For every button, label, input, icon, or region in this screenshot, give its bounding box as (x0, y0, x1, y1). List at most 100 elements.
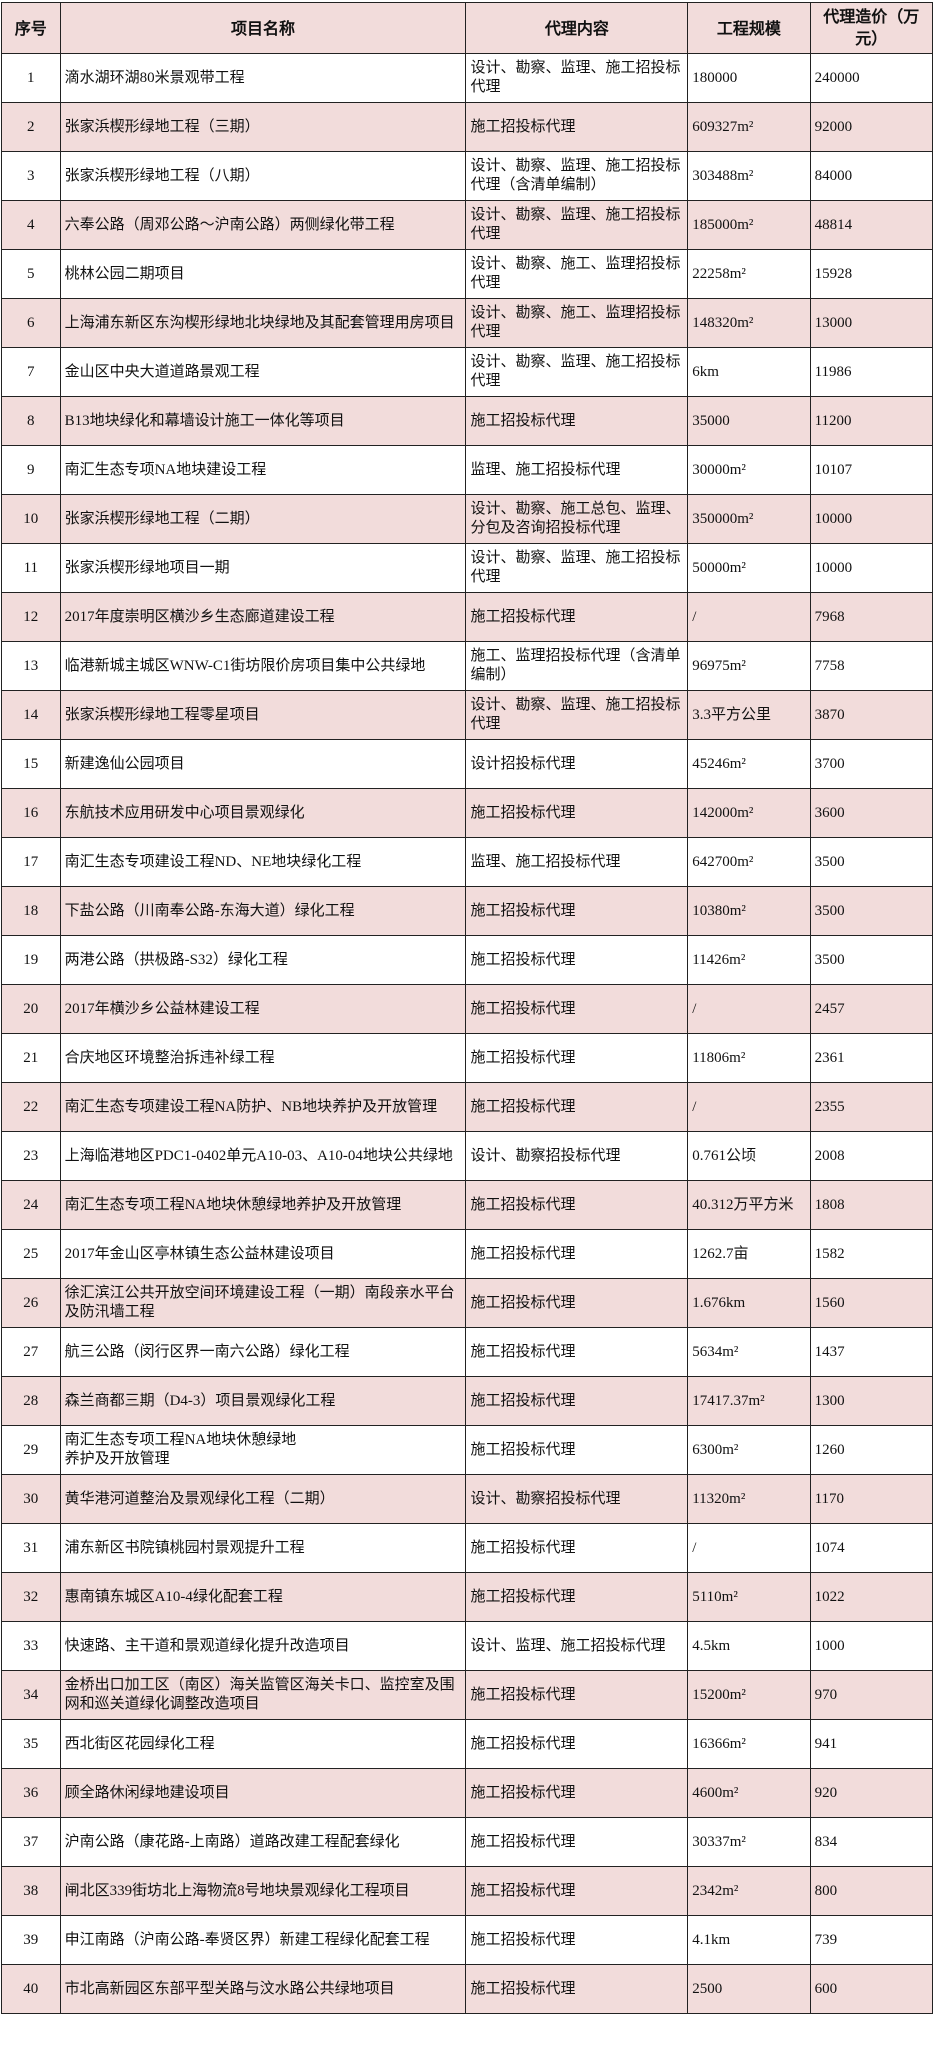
cell-seq: 10 (1, 494, 61, 544)
cell-seq: 5 (1, 249, 61, 299)
table-row: 8 B13地块绿化和幕墙设计施工一体化等项目 施工招投标代理 35000 11200 (1, 396, 934, 446)
cell-scope: 施工招投标代理 (465, 1964, 689, 2014)
cell-name: 南汇生态专项工程NA地块休憩绿地养护及开放管理 (59, 1180, 467, 1230)
cell-name: 张家浜楔形绿地工程（二期） (59, 494, 467, 544)
cell-name: 市北高新园区东部平型关路与汶水路公共绿地项目 (59, 1964, 467, 2014)
table-row: 3 张家浜楔形绿地工程（八期） 设计、勘察、监理、施工招投标代理（含清单编制） 303… (1, 151, 934, 201)
cell-name: B13地块绿化和幕墙设计施工一体化等项目 (59, 396, 467, 446)
cell-seq: 8 (1, 396, 61, 446)
cell-seq: 7 (1, 347, 61, 397)
cell-fee: 1022 (809, 1572, 934, 1622)
cell-fee: 7758 (809, 641, 934, 691)
cell-fee: 834 (809, 1817, 934, 1867)
table-body: 1 滴水湖环湖80米景观带工程 设计、勘察、监理、施工招投标代理 180000 2400… (1, 53, 934, 2014)
cell-seq: 28 (1, 1376, 61, 1426)
cell-scale: 10380m² (687, 886, 811, 936)
cell-fee: 1170 (809, 1474, 934, 1524)
cell-name: 顾全路休闲绿地建设项目 (59, 1768, 467, 1818)
table-row: 1 滴水湖环湖80米景观带工程 设计、勘察、监理、施工招投标代理 180000 2400… (1, 53, 934, 103)
cell-fee: 1000 (809, 1621, 934, 1671)
cell-name: 合庆地区环境整治拆违补绿工程 (59, 1033, 467, 1083)
cell-scale: 3.3平方公里 (687, 690, 811, 740)
table-row: 7 金山区中央大道道路景观工程 设计、勘察、监理、施工招投标代理 6km 11986 (1, 347, 934, 397)
cell-seq: 4 (1, 200, 61, 250)
cell-seq: 1 (1, 53, 61, 103)
header-scope: 代理内容 (465, 2, 689, 54)
cell-fee: 1260 (809, 1425, 934, 1475)
cell-seq: 12 (1, 592, 61, 642)
table-row: 17 南汇生态专项建设工程ND、NE地块绿化工程 监理、施工招投标代理 642700m… (1, 837, 934, 887)
cell-seq: 20 (1, 984, 61, 1034)
cell-scope: 设计、勘察、监理、施工招投标代理（含清单编制） (465, 151, 689, 201)
cell-fee: 15928 (809, 249, 934, 299)
cell-scope: 施工招投标代理 (465, 984, 689, 1034)
header-name: 项目名称 (59, 2, 467, 54)
cell-name: 西北街区花园绿化工程 (59, 1719, 467, 1769)
table-row: 11 张家浜楔形绿地项目一期 设计、勘察、监理、施工招投标代理 50000m² 1000… (1, 543, 934, 593)
cell-scope: 施工招投标代理 (465, 935, 689, 985)
cell-scope: 设计、勘察招投标代理 (465, 1474, 689, 1524)
table-row: 26 徐汇滨江公共开放空间环境建设工程（一期）南段亲水平台及防汛墙工程 施工招投标代… (1, 1278, 934, 1328)
cell-name: 上海浦东新区东沟楔形绿地北块绿地及其配套管理用房项目 (59, 298, 467, 348)
cell-name: 两港公路（拱极路-S32）绿化工程 (59, 935, 467, 985)
cell-fee: 3870 (809, 690, 934, 740)
cell-scale: / (687, 984, 811, 1034)
cell-scale: 30337m² (687, 1817, 811, 1867)
cell-seq: 3 (1, 151, 61, 201)
cell-scale: 30000m² (687, 445, 811, 495)
cell-scale: 16366m² (687, 1719, 811, 1769)
cell-seq: 35 (1, 1719, 61, 1769)
cell-name: 张家浜楔形绿地工程（八期） (59, 151, 467, 201)
cell-scale: 11320m² (687, 1474, 811, 1524)
cell-scale: 4.5km (687, 1621, 811, 1671)
cell-seq: 11 (1, 543, 61, 593)
table-header-row: 序号 项目名称 代理内容 工程规模 代理造价（万元） (1, 2, 934, 54)
table-row: 33 快速路、主干道和景观道绿化提升改造项目 设计、监理、施工招投标代理 4.5km 1… (1, 1621, 934, 1671)
cell-fee: 2355 (809, 1082, 934, 1132)
table-row: 27 航三公路（闵行区界一南六公路）绿化工程 施工招投标代理 5634m² 1437 (1, 1327, 934, 1377)
cell-scope: 施工招投标代理 (465, 1082, 689, 1132)
cell-fee: 3700 (809, 739, 934, 789)
cell-fee: 1560 (809, 1278, 934, 1328)
table-row: 16 东航技术应用研发中心项目景观绿化 施工招投标代理 142000m² 3600 (1, 788, 934, 838)
cell-scale: 4600m² (687, 1768, 811, 1818)
table-row: 39 申江南路（沪南公路-奉贤区界）新建工程绿化配套工程 施工招投标代理 4.1km 7… (1, 1915, 934, 1965)
cell-scope: 施工招投标代理 (465, 1866, 689, 1916)
cell-fee: 10000 (809, 543, 934, 593)
cell-name: 六奉公路（周邓公路～沪南公路）两侧绿化带工程 (59, 200, 467, 250)
table-row: 18 下盐公路（川南奉公路-东海大道）绿化工程 施工招投标代理 10380m² 3500 (1, 886, 934, 936)
cell-scope: 设计、勘察、施工总包、监理、分包及咨询招投标代理 (465, 494, 689, 544)
cell-fee: 11986 (809, 347, 934, 397)
cell-name: 航三公路（闵行区界一南六公路）绿化工程 (59, 1327, 467, 1377)
cell-name: 2017年度崇明区横沙乡生态廊道建设工程 (59, 592, 467, 642)
cell-seq: 32 (1, 1572, 61, 1622)
cell-scope: 施工招投标代理 (465, 1523, 689, 1573)
cell-scale: 15200m² (687, 1670, 811, 1720)
cell-scope: 设计、勘察、施工、监理招投标代理 (465, 249, 689, 299)
table-row: 2 张家浜楔形绿地工程（三期） 施工招投标代理 609327m² 92000 (1, 102, 934, 152)
cell-seq: 25 (1, 1229, 61, 1279)
cell-name: 闸北区339街坊北上海物流8号地块景观绿化工程项目 (59, 1866, 467, 1916)
cell-scale: 303488m² (687, 151, 811, 201)
cell-fee: 3500 (809, 935, 934, 985)
table-row: 29 南汇生态专项工程NA地块休憩绿地 养护及开放管理 施工招投标代理 6300m² 1… (1, 1425, 934, 1475)
cell-name: 2017年金山区亭林镇生态公益林建设项目 (59, 1229, 467, 1279)
cell-fee: 2361 (809, 1033, 934, 1083)
cell-scale: 45246m² (687, 739, 811, 789)
cell-seq: 15 (1, 739, 61, 789)
cell-scope: 施工招投标代理 (465, 1033, 689, 1083)
cell-scale: 11806m² (687, 1033, 811, 1083)
cell-scope: 施工招投标代理 (465, 1180, 689, 1230)
cell-seq: 38 (1, 1866, 61, 1916)
cell-fee: 240000 (809, 53, 934, 103)
cell-seq: 14 (1, 690, 61, 740)
table-row: 6 上海浦东新区东沟楔形绿地北块绿地及其配套管理用房项目 设计、勘察、施工、监理招投… (1, 298, 934, 348)
cell-scale: 50000m² (687, 543, 811, 593)
cell-scope: 设计、勘察、监理、施工招投标代理 (465, 347, 689, 397)
cell-name: 滴水湖环湖80米景观带工程 (59, 53, 467, 103)
table-row: 22 南汇生态专项建设工程NA防护、NB地块养护及开放管理 施工招投标代理/2355 (1, 1082, 934, 1132)
cell-name: 南汇生态专项建设工程ND、NE地块绿化工程 (59, 837, 467, 887)
cell-name: 桃林公园二期项目 (59, 249, 467, 299)
table-row: 23 上海临港地区PDC1-0402单元A10-03、A10-04地块公共绿地 设计… (1, 1131, 934, 1181)
cell-fee: 941 (809, 1719, 934, 1769)
